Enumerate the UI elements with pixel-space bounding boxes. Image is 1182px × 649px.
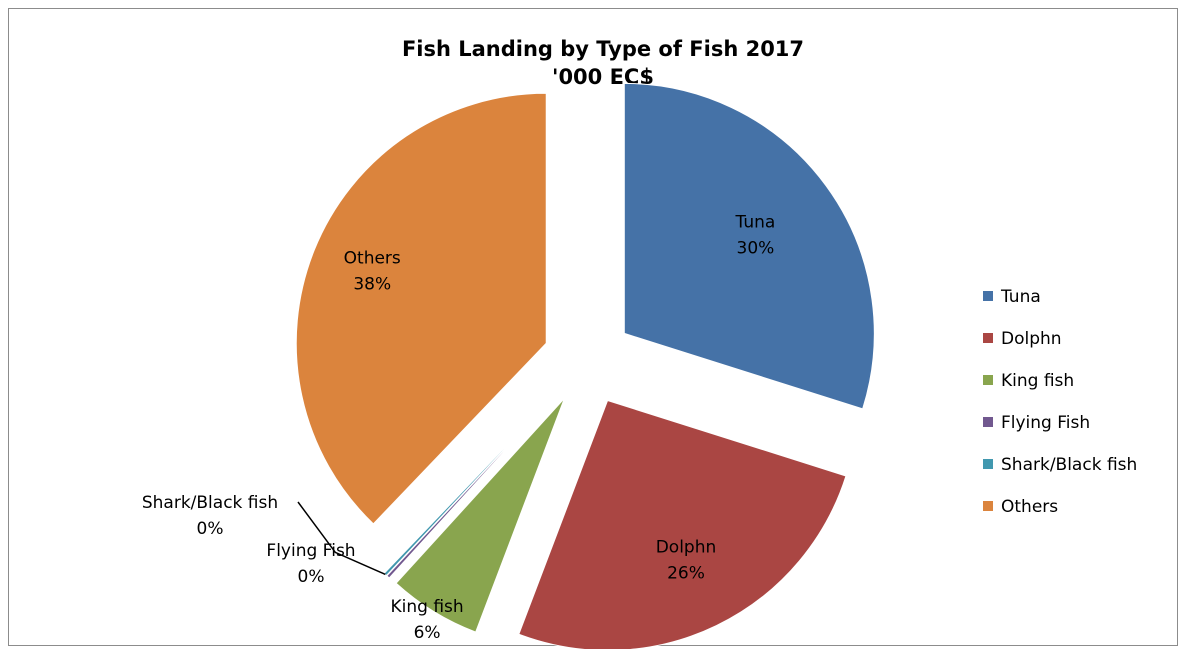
legend-label-dolphn: Dolphn	[1001, 329, 1062, 349]
legend: Tuna Dolphn King fish Flying Fish Shark/Blac…	[983, 287, 1137, 517]
slice-label-dolphn: Dolphn	[656, 538, 717, 558]
pie-slice-tuna	[623, 82, 875, 410]
slice-percent-flying-fish: 0%	[298, 567, 325, 587]
legend-swatch-tuna	[983, 291, 993, 301]
chart-title: Fish Landing by Type of Fish 2017	[402, 37, 804, 61]
legend-swatch-others	[983, 501, 993, 511]
legend-label-shark-black-fish: Shark/Black fish	[1001, 455, 1137, 475]
slice-label-king-fish: King fish	[390, 597, 463, 617]
slice-percent-shark-black-fish: 0%	[197, 519, 224, 539]
leader-line-shark-black-fish	[297, 501, 386, 576]
legend-swatch-dolphn	[983, 333, 993, 343]
legend-label-king-fish: King fish	[1001, 371, 1074, 391]
slice-percent-tuna: 30%	[737, 238, 775, 258]
legend-label-flying-fish: Flying Fish	[1001, 413, 1090, 433]
legend-label-others: Others	[1001, 497, 1058, 517]
slice-label-flying-fish: Flying Fish	[266, 541, 355, 561]
slice-percent-king-fish: 6%	[414, 623, 441, 643]
legend-swatch-flying-fish	[983, 417, 993, 427]
pie-slice-king-fish	[395, 398, 565, 633]
slice-percent-dolphn: 26%	[667, 564, 705, 584]
pie-slice-others	[295, 92, 547, 525]
slice-label-tuna: Tuna	[735, 212, 776, 232]
legend-label-tuna: Tuna	[1000, 287, 1041, 307]
pie-slice-dolphn	[518, 399, 847, 649]
pie-slice-flying-fish	[386, 392, 558, 579]
slice-percent-others: 38%	[353, 274, 391, 294]
slice-label-others: Others	[344, 248, 401, 268]
slice-label-shark-black-fish: Shark/Black fish	[142, 493, 278, 513]
legend-swatch-shark-black-fish	[983, 459, 993, 469]
legend-swatch-king-fish	[983, 375, 993, 385]
